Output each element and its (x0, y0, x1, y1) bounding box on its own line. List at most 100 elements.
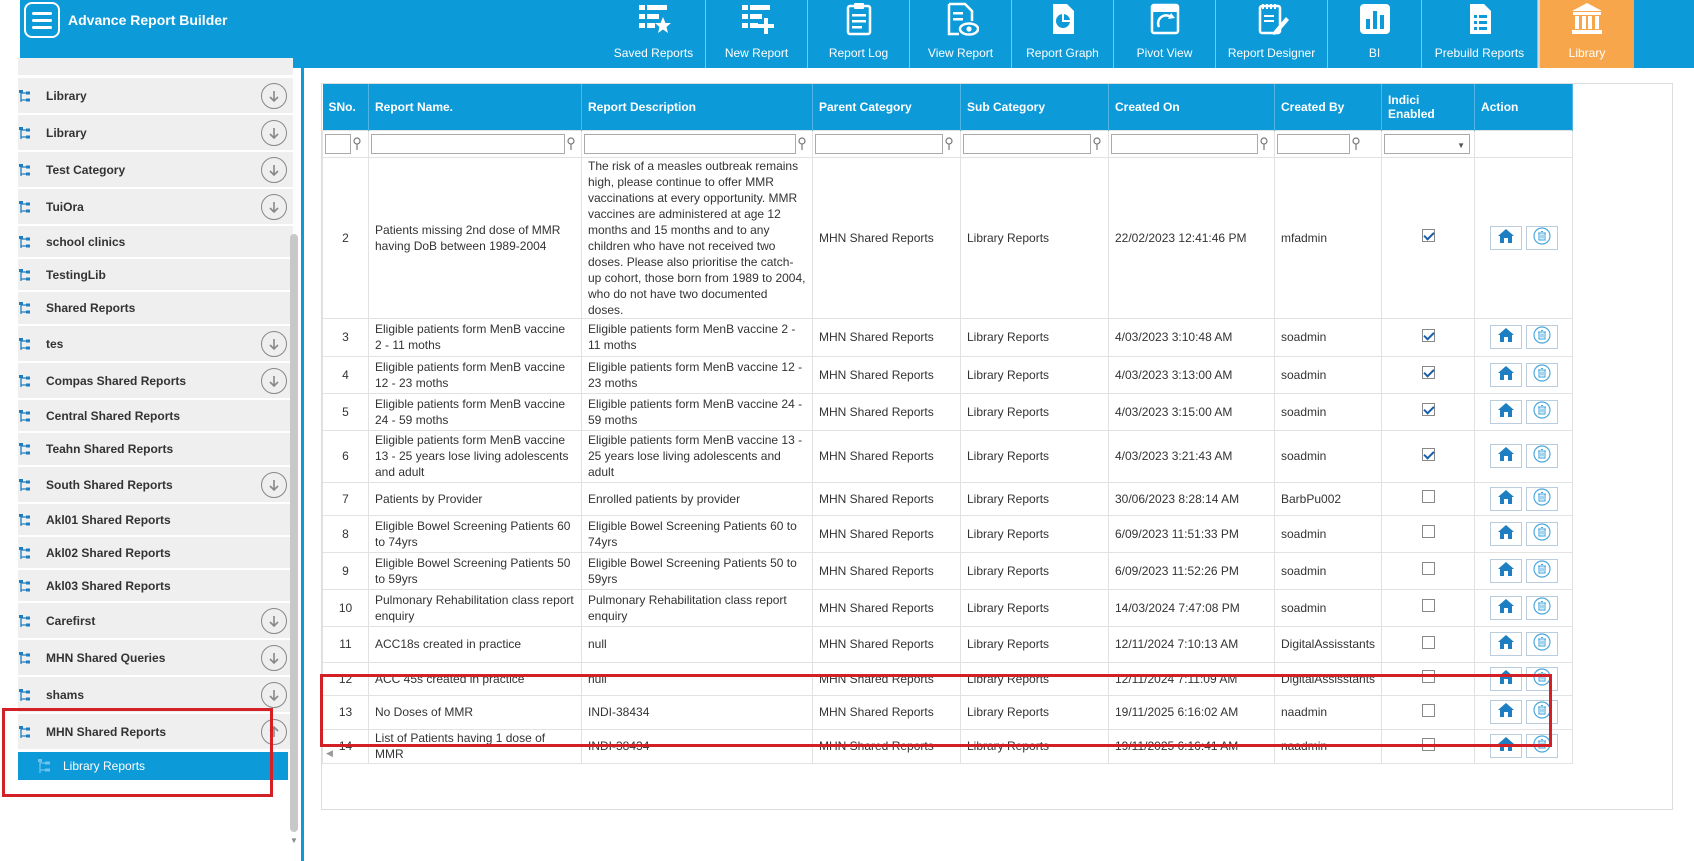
indici-enabled-checkbox[interactable] (1421, 366, 1435, 379)
filter-icon[interactable] (797, 136, 807, 151)
table-row[interactable]: 2 Patients missing 2nd dose of MMR having… (322, 156, 1574, 319)
home-button[interactable] (1489, 595, 1522, 620)
nav-prebuild-reports[interactable]: Prebuild Reports (1422, 0, 1538, 68)
scroll-left-arrow-icon[interactable]: ◀ (326, 748, 333, 758)
indici-enabled-checkbox[interactable] (1421, 703, 1435, 717)
home-button[interactable] (1489, 558, 1522, 583)
indici-enabled-checkbox[interactable] (1421, 490, 1435, 503)
sidebar-item-south-shared-reports[interactable]: South Shared Reports (18, 467, 293, 503)
nav-new-report[interactable]: New Report (706, 0, 808, 68)
sidebar-item-tes[interactable]: tes (18, 326, 293, 362)
filter-icon[interactable] (1259, 136, 1269, 151)
sidebar-item-akl03-shared-reports[interactable]: Akl03 Shared Reports (18, 570, 293, 602)
expand-arrow-icon[interactable] (261, 82, 287, 109)
home-button[interactable] (1489, 521, 1522, 546)
delete-button[interactable] (1525, 325, 1558, 349)
column-header-indici-enabled[interactable]: Indici Enabled (1381, 84, 1476, 130)
nav-bi[interactable]: BI (1328, 0, 1422, 68)
expand-arrow-icon[interactable] (261, 330, 287, 357)
nav-saved-reports[interactable]: Saved Reports (602, 0, 706, 68)
indici-enabled-checkbox[interactable] (1421, 328, 1435, 342)
indici-enabled-checkbox[interactable] (1421, 737, 1435, 751)
table-row[interactable]: 11 ACC18s created in practice null MHN Shar… (322, 625, 1574, 663)
table-row[interactable]: 13 No Doses of MMR INDI-38434 MHN Shared Re… (322, 694, 1574, 730)
expand-arrow-icon[interactable] (261, 193, 287, 220)
home-button[interactable] (1489, 444, 1522, 468)
column-header-parent-category[interactable]: Parent Category (812, 84, 961, 130)
expand-arrow-icon[interactable] (261, 119, 287, 146)
delete-button[interactable] (1525, 558, 1558, 583)
expand-arrow-icon[interactable] (261, 644, 287, 671)
delete-button[interactable] (1525, 444, 1558, 468)
sidebar-item-shams[interactable]: shams (18, 677, 293, 713)
table-row[interactable]: 10 Pulmonary Rehabilitation class report … (322, 588, 1574, 627)
sidebar-subitem-library-reports[interactable]: Library Reports (18, 752, 288, 780)
delete-button[interactable] (1525, 595, 1558, 620)
sidebar-item-testinglib[interactable]: TestingLib (18, 259, 293, 291)
filter-input[interactable] (371, 133, 575, 154)
filter-icon[interactable] (566, 136, 576, 151)
filter-icon[interactable] (1351, 136, 1361, 151)
nav-report-graph[interactable]: Report Graph (1012, 0, 1114, 68)
filter-icon[interactable] (352, 136, 362, 151)
delete-button[interactable] (1525, 521, 1558, 546)
delete-button[interactable] (1525, 700, 1558, 724)
sidebar-scrollbar[interactable]: ▼ (287, 72, 301, 848)
home-button[interactable] (1489, 734, 1522, 758)
table-row[interactable]: 14 List of Patients having 1 dose of MMR I… (322, 728, 1574, 764)
home-button[interactable] (1489, 325, 1522, 349)
filter-icon[interactable] (1092, 136, 1102, 151)
column-header-action[interactable]: Action (1474, 84, 1574, 130)
indici-enabled-checkbox[interactable] (1421, 599, 1435, 612)
table-row[interactable]: 7 Patients by Provider Enrolled patients b… (322, 481, 1574, 516)
delete-button[interactable] (1525, 225, 1558, 250)
sidebar-item-akl02-shared-reports[interactable]: Akl02 Shared Reports (18, 537, 293, 569)
column-header-report-name[interactable]: Report Name. (368, 84, 582, 130)
delete-button[interactable] (1525, 486, 1558, 511)
scroll-down-arrow-icon[interactable]: ▼ (290, 836, 298, 845)
home-button[interactable] (1489, 632, 1522, 656)
filter-input[interactable] (325, 133, 361, 154)
expand-arrow-icon[interactable] (261, 471, 287, 498)
sidebar-item-carefirst[interactable]: Carefirst (18, 603, 293, 639)
table-row[interactable]: 12 ACC 45s created in practice null MHN Sha… (322, 661, 1574, 696)
indici-filter-select[interactable]: ▼ (1384, 133, 1471, 154)
nav-pivot-view[interactable]: Pivot View (1114, 0, 1216, 68)
table-row[interactable]: 8 Eligible Bowel Screening Patients 60 to… (322, 514, 1574, 553)
sidebar-item-akl01-shared-reports[interactable]: Akl01 Shared Reports (18, 504, 293, 536)
nav-library[interactable]: Library (1538, 0, 1634, 68)
column-header-created-by[interactable]: Created By (1274, 84, 1383, 130)
nav-report-designer[interactable]: Report Designer (1216, 0, 1328, 68)
sidebar-item-central-shared-reports[interactable]: Central Shared Reports (18, 400, 293, 432)
sidebar-item-mhn-shared-reports[interactable]: MHN Shared Reports (18, 714, 293, 750)
indici-enabled-checkbox[interactable] (1421, 403, 1435, 416)
sidebar-item-library[interactable]: Library (18, 78, 293, 114)
sidebar-item-school-clinics[interactable]: school clinics (18, 226, 293, 258)
sidebar-item-library[interactable]: Library (18, 115, 293, 151)
table-row[interactable]: 6 Eligible patients form MenB vaccine 13 … (322, 429, 1574, 483)
indici-enabled-checkbox[interactable] (1421, 670, 1435, 683)
sidebar-item-compas-shared-reports[interactable]: Compas Shared Reports (18, 363, 293, 399)
delete-button[interactable] (1525, 362, 1558, 387)
table-row[interactable]: 9 Eligible Bowel Screening Patients 50 to… (322, 551, 1574, 590)
table-row[interactable]: 4 Eligible patients form MenB vaccine 12 … (322, 355, 1574, 394)
sidebar-scroll-thumb[interactable] (290, 234, 298, 832)
indici-enabled-checkbox[interactable] (1421, 525, 1435, 538)
home-button[interactable] (1489, 399, 1522, 424)
column-header-sno[interactable]: SNo. (322, 84, 369, 130)
nav-report-log[interactable]: Report Log (808, 0, 910, 68)
sidebar-item-partial[interactable] (18, 58, 293, 76)
expand-arrow-icon[interactable] (261, 681, 287, 708)
sidebar-item-shared-reports[interactable]: Shared Reports (18, 292, 293, 325)
table-row[interactable]: 3 Eligible patients form MenB vaccine 2 -… (322, 317, 1574, 357)
delete-button[interactable] (1525, 399, 1558, 424)
delete-button[interactable] (1525, 632, 1558, 656)
filter-input[interactable] (815, 133, 953, 154)
filter-input[interactable] (963, 133, 1101, 154)
home-button[interactable] (1489, 362, 1522, 387)
home-button[interactable] (1489, 666, 1522, 691)
collapse-arrow-icon[interactable] (261, 718, 287, 745)
column-header-sub-category[interactable]: Sub Category (960, 84, 1109, 130)
expand-arrow-icon[interactable] (261, 156, 287, 183)
indici-enabled-checkbox[interactable] (1421, 229, 1435, 242)
